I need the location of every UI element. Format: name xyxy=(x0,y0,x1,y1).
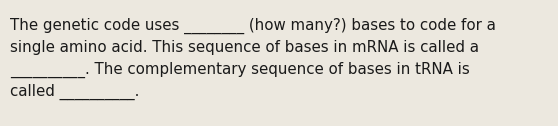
Text: single amino acid. This sequence of bases in mRNA is called a: single amino acid. This sequence of base… xyxy=(10,40,479,55)
Text: __________. The complementary sequence of bases in tRNA is: __________. The complementary sequence o… xyxy=(10,62,470,78)
Text: called __________.: called __________. xyxy=(10,84,140,100)
Text: The genetic code uses ________ (how many?) bases to code for a: The genetic code uses ________ (how many… xyxy=(10,18,496,34)
